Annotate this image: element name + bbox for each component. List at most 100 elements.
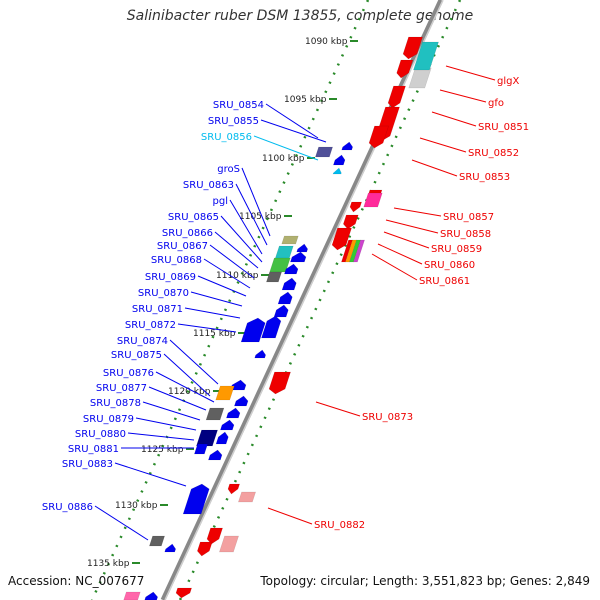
gene-label-reverse[interactable]: SRU_0852 — [468, 148, 519, 159]
gene-label-forward[interactable]: SRU_0855 — [208, 116, 259, 127]
gene-arrow[interactable] — [408, 67, 432, 89]
gene-label-forward[interactable]: groS — [217, 164, 240, 175]
gene-arrow[interactable] — [281, 277, 298, 291]
gene-arrow[interactable] — [273, 304, 290, 318]
gene-label-reverse[interactable]: SRU_0853 — [459, 172, 510, 183]
gene-label-reverse[interactable]: glgX — [497, 76, 519, 87]
gene-arrow[interactable] — [196, 541, 213, 557]
gene-arrow[interactable] — [386, 85, 406, 109]
gene-label-forward[interactable]: SRU_0878 — [90, 398, 141, 409]
leader-line — [135, 417, 197, 431]
gene-arrow[interactable] — [205, 527, 223, 545]
gene-label-forward[interactable]: SRU_0886 — [42, 502, 93, 513]
leader-line — [190, 291, 243, 307]
gene-label-reverse[interactable]: SRU_0873 — [362, 412, 413, 423]
kbp-tick-label: 1100 kbp — [262, 154, 305, 164]
gene-arrow[interactable] — [234, 395, 249, 407]
gene-label-forward[interactable]: SRU_0879 — [83, 414, 134, 425]
gene-arrow[interactable] — [290, 251, 307, 263]
gene-label-forward[interactable]: SRU_0863 — [183, 180, 234, 191]
gene-arrow[interactable] — [226, 407, 241, 419]
gene-label-forward[interactable]: SRU_0870 — [138, 288, 189, 299]
gene-label-forward[interactable]: SRU_0871 — [132, 304, 183, 315]
gene-label-reverse[interactable]: SRU_0882 — [314, 520, 365, 531]
gene-arrow[interactable] — [395, 59, 414, 79]
gene-arrow[interactable] — [401, 36, 423, 60]
leader-line — [445, 65, 496, 81]
gene-arrow[interactable] — [182, 483, 211, 515]
kbp-tick-label: 1110 kbp — [216, 271, 259, 281]
gene-arrow[interactable] — [238, 491, 256, 503]
gene-label-reverse[interactable]: SRU_0861 — [419, 276, 470, 287]
leader-line — [393, 207, 442, 217]
kbp-tick-label: 1090 kbp — [305, 37, 348, 47]
gene-arrow[interactable] — [330, 227, 352, 251]
kbp-tick-label: 1105 kbp — [239, 212, 282, 222]
gene-arrow[interactable] — [123, 591, 141, 600]
gene-arrow[interactable] — [205, 407, 225, 421]
gene-label-reverse[interactable]: SRU_0860 — [424, 260, 475, 271]
gene-arrow[interactable] — [196, 429, 218, 447]
leader-line — [431, 111, 477, 127]
gene-arrow[interactable] — [254, 349, 268, 359]
gene-arrow[interactable] — [215, 385, 235, 401]
gene-arrow[interactable] — [277, 291, 294, 305]
leader-line — [411, 159, 458, 177]
gene-arrow[interactable] — [220, 419, 235, 431]
gene-arrow[interactable] — [348, 201, 362, 213]
gene-arrow[interactable] — [413, 41, 439, 71]
leader-line — [214, 231, 259, 269]
gene-arrow[interactable] — [261, 315, 282, 339]
gene-arrow[interactable] — [332, 167, 343, 175]
gene-label-forward[interactable]: SRU_0856 — [201, 132, 252, 143]
leader-line — [127, 432, 195, 441]
gene-label-reverse[interactable]: SRU_0851 — [478, 122, 529, 133]
gene-label-forward[interactable]: SRU_0867 — [157, 241, 208, 252]
gene-arrow[interactable] — [194, 443, 208, 455]
gene-arrow[interactable] — [240, 317, 267, 343]
gene-arrow[interactable] — [149, 535, 165, 547]
gene-arrow[interactable] — [341, 141, 355, 151]
gene-arrow[interactable] — [333, 154, 346, 166]
gene-arrow[interactable] — [315, 146, 333, 158]
gene-arrow[interactable] — [281, 235, 299, 245]
gene-arrow[interactable] — [208, 449, 223, 461]
gene-label-forward[interactable]: SRU_0866 — [162, 228, 213, 239]
gene-arrow[interactable] — [296, 243, 310, 253]
gene-arrow[interactable] — [215, 431, 230, 445]
gene-label-forward[interactable]: SRU_0874 — [117, 336, 168, 347]
gene-label-reverse[interactable]: gfo — [488, 98, 504, 109]
gene-label-forward[interactable]: SRU_0875 — [111, 350, 162, 361]
gene-label-forward[interactable]: SRU_0854 — [213, 100, 264, 111]
gene-arrow[interactable] — [219, 535, 239, 553]
leader-line — [203, 258, 251, 289]
gene-arrow[interactable] — [284, 263, 299, 275]
gene-label-reverse[interactable]: SRU_0858 — [440, 229, 491, 240]
gene-label-reverse[interactable]: SRU_0859 — [431, 244, 482, 255]
leader-line — [439, 89, 487, 103]
leader-line — [169, 339, 219, 385]
gene-arrow[interactable] — [353, 239, 365, 263]
gene-arrow[interactable] — [230, 379, 247, 391]
gene-label-forward[interactable]: SRU_0880 — [75, 429, 126, 440]
gene-arrow[interactable] — [164, 543, 178, 553]
gene-label-forward[interactable]: pgl — [213, 196, 228, 207]
leader-line — [377, 243, 423, 265]
gene-label-reverse[interactable]: SRU_0857 — [443, 212, 494, 223]
gene-label-forward[interactable]: SRU_0869 — [145, 272, 196, 283]
gene-label-forward[interactable]: SRU_0872 — [125, 320, 176, 331]
gene-label-forward[interactable]: SRU_0865 — [168, 212, 219, 223]
gene-arrow[interactable] — [226, 483, 240, 495]
gene-arrow[interactable] — [342, 214, 359, 230]
gene-arrow[interactable] — [367, 125, 389, 149]
gene-arrow[interactable] — [174, 587, 192, 599]
gene-label-forward[interactable]: SRU_0883 — [62, 459, 113, 470]
gene-arrow[interactable] — [266, 271, 282, 283]
gene-label-forward[interactable]: SRU_0881 — [68, 444, 119, 455]
gene-arrow[interactable] — [363, 192, 383, 208]
gene-label-forward[interactable]: SRU_0868 — [151, 255, 202, 266]
gene-arrow[interactable] — [267, 371, 291, 395]
gene-label-forward[interactable]: SRU_0877 — [96, 383, 147, 394]
gene-arrow[interactable] — [144, 591, 160, 600]
gene-label-forward[interactable]: SRU_0876 — [103, 368, 154, 379]
